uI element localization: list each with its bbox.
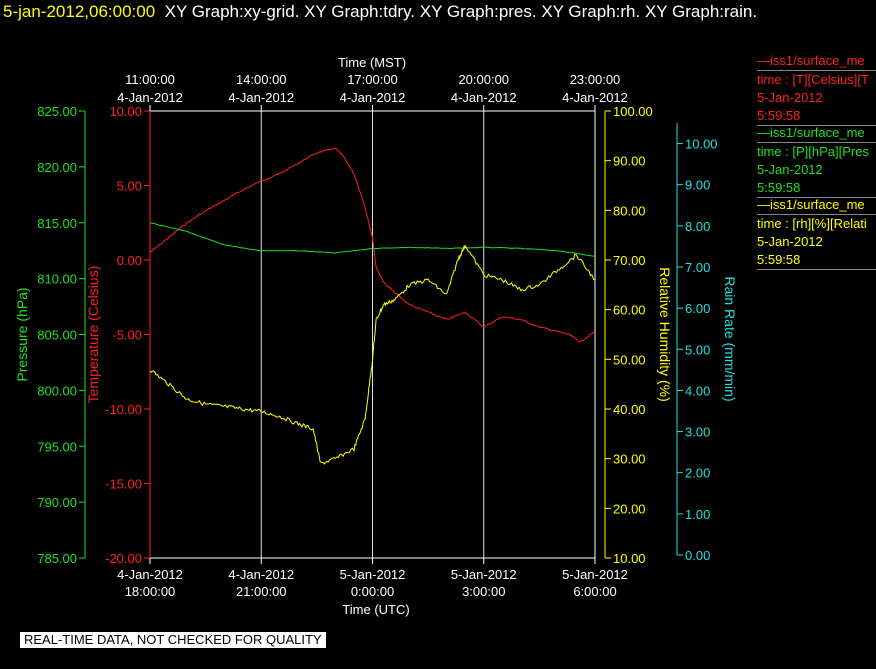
legend-units: time : [P][hPa][Pres [757,144,869,159]
timestamp: 5-jan-2012,06:00:00 [3,2,156,21]
rain-tick-label: 8.00 [685,219,710,234]
top-tick-date: 4-Jan-2012 [117,90,183,105]
temperature-tick-label: -5.00 [112,328,142,343]
pressure-tick-label: 800.00 [37,383,77,398]
quality-banner: REAL-TIME DATA, NOT CHECKED FOR QUALITY [20,632,326,648]
axes: 785.00 790.00 795.00 800.00 805.00 810.00 815.… [14,104,738,566]
legend-time: 5:59:58 [757,179,876,198]
rh-tick-label: 90.00 [613,154,646,169]
vertical-grid [260,111,596,558]
top-tick-date: 4-Jan-2012 [451,90,517,105]
bottom-tick-time: 3:00:00 [462,584,505,599]
top-tick-time: 23:00:00 [570,72,621,87]
data-series [149,147,596,465]
legend-date: 5-Jan-2012 [757,90,823,105]
top-tick-date: 4-Jan-2012 [228,90,294,105]
rh-tick-label: 100.00 [613,104,653,119]
pressure-tick-label: 820.00 [37,160,77,175]
top-tick-date: 4-Jan-2012 [340,90,406,105]
pressure-tick-label: 790.00 [37,495,77,510]
rh-tick-label: 60.00 [613,303,646,318]
top-tick-time: 20:00:00 [458,72,509,87]
pressure-tick-label: 795.00 [37,439,77,454]
rain-tick-label: 2.00 [685,466,710,481]
temperature-tick-label: 0.00 [117,253,142,268]
rain-tick-label: 0.00 [685,548,710,563]
bottom-axis-label: Time (UTC) [342,602,409,617]
rh-series-line [149,244,596,465]
pressure-tick-label: 810.00 [37,272,77,287]
legend-time: 5:59:58 [757,251,876,270]
pressure-tick-label: 785.00 [37,551,77,566]
pressure-tick-label: 825.00 [37,104,77,119]
bottom-tick-time: 21:00:00 [236,584,287,599]
top-axis-label: Time (MST) [338,55,406,70]
legend-units: time : [T][Celsius][T [757,72,869,87]
rain-tick-label: 5.00 [685,342,710,357]
pressure-series-line [149,222,596,257]
rh-tick-label: 40.00 [613,402,646,417]
graph-list: XY Graph:xy-grid. XY Graph:tdry. XY Grap… [164,2,758,21]
rain-tick-label: 9.00 [685,178,710,193]
pressure-tick-label: 805.00 [37,328,77,343]
rain-axis-label: Rain Rate (mm/min) [722,276,738,401]
rh-tick-label: 80.00 [613,203,646,218]
legend-time: 5:59:58 [757,107,876,126]
pressure-axis-label: Pressure (hPa) [14,287,30,381]
temperature-tick-label: -15.00 [105,477,142,492]
bottom-tick-date: 5-Jan-2012 [562,567,628,582]
rain-tick-label: 3.00 [685,425,710,440]
time-axes: 4-Jan-2012 18:00:00 11:00:00 4-Jan-2012 4-Ja… [117,72,628,599]
legend-name: —iss1/surface_me [757,52,876,71]
rain-tick-label: 10.00 [685,137,718,152]
temperature-tick-label: 5.00 [117,179,142,194]
rh-tick-label: 30.00 [613,452,646,467]
rh-axis-label: Relative Humidity (%) [657,267,673,402]
rain-tick-label: 4.00 [685,383,710,398]
temperature-tick-label: 10.00 [109,104,142,119]
legend-date: 5-Jan-2012 [757,162,823,177]
legend-name: —iss1/surface_me [757,124,876,143]
pressure-tick-label: 815.00 [37,216,77,231]
bottom-tick-date: 5-Jan-2012 [451,567,517,582]
bottom-tick-time: 18:00:00 [125,584,176,599]
rh-tick-label: 70.00 [613,253,646,268]
top-tick-time: 11:00:00 [125,72,175,87]
temperature-tick-label: -20.00 [105,551,142,566]
legend-date: 5-Jan-2012 [757,234,823,249]
bottom-tick-date: 4-Jan-2012 [228,567,294,582]
bottom-tick-date: 5-Jan-2012 [340,567,406,582]
top-tick-date: 4-Jan-2012 [562,90,628,105]
rain-tick-label: 6.00 [685,301,710,316]
rh-tick-label: 20.00 [613,501,646,516]
temperature-tick-label: -10.00 [105,402,142,417]
temperature-series-line [149,147,596,343]
legend-entry: —iss1/surface_me time : [T][Celsius][T 5-J… [757,52,876,126]
graph-title: 5-jan-2012,06:00:00 XY Graph:xy-grid. XY… [3,2,757,22]
legend-entry: —iss1/surface_me time : [P][hPa][Pres 5-Ja… [757,124,876,198]
rain-tick-label: 1.00 [685,507,710,522]
legend-entry: —iss1/surface_me time : [rh][%][Relati 5-J… [757,196,876,270]
legend-units: time : [rh][%][Relati [757,216,867,231]
rh-tick-label: 50.00 [613,352,646,367]
legend-name: —iss1/surface_me [757,196,876,215]
bottom-tick-date: 4-Jan-2012 [117,567,183,582]
bottom-tick-time: 0:00:00 [351,584,394,599]
rain-tick-label: 7.00 [685,260,710,275]
bottom-tick-time: 6:00:00 [573,584,616,599]
temperature-axis-label: Temperature (Celsius) [85,266,101,404]
rh-tick-label: 10.00 [613,551,646,566]
top-tick-time: 14:00:00 [236,72,287,87]
top-tick-time: 17:00:00 [347,72,398,87]
